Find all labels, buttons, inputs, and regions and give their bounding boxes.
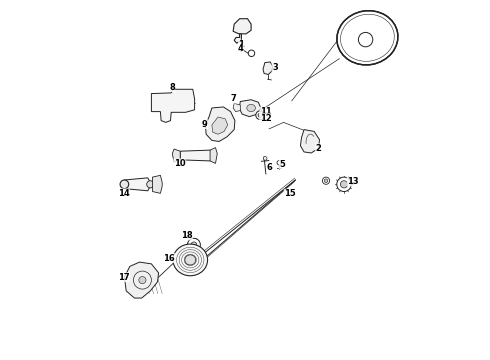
Polygon shape <box>124 178 150 191</box>
Circle shape <box>277 161 281 165</box>
Circle shape <box>358 32 373 47</box>
Circle shape <box>337 177 351 192</box>
Polygon shape <box>152 175 162 193</box>
Text: 8: 8 <box>169 83 175 91</box>
Text: 2: 2 <box>316 144 321 153</box>
Ellipse shape <box>120 180 129 189</box>
Circle shape <box>187 238 200 251</box>
Circle shape <box>248 50 255 57</box>
Circle shape <box>258 113 262 117</box>
Polygon shape <box>233 19 251 34</box>
Text: 7: 7 <box>230 94 236 103</box>
Polygon shape <box>233 103 240 112</box>
Circle shape <box>139 276 146 284</box>
Circle shape <box>256 111 265 120</box>
Polygon shape <box>212 117 228 134</box>
Text: 4: 4 <box>238 44 244 53</box>
Circle shape <box>191 242 197 248</box>
Ellipse shape <box>173 244 208 276</box>
Circle shape <box>263 157 267 160</box>
Text: 18: 18 <box>181 231 193 240</box>
Ellipse shape <box>247 104 255 112</box>
Polygon shape <box>180 150 213 161</box>
Polygon shape <box>124 262 159 298</box>
Text: 16: 16 <box>164 253 175 263</box>
Text: 12: 12 <box>260 113 271 122</box>
Polygon shape <box>234 34 242 43</box>
Polygon shape <box>239 100 261 117</box>
Circle shape <box>341 181 347 188</box>
Text: 14: 14 <box>118 189 129 198</box>
Text: 1: 1 <box>239 40 245 49</box>
Circle shape <box>322 177 330 184</box>
Text: 13: 13 <box>347 177 359 186</box>
Polygon shape <box>172 149 180 162</box>
Text: 11: 11 <box>260 107 271 116</box>
Ellipse shape <box>185 255 196 265</box>
Polygon shape <box>263 62 273 75</box>
Text: 3: 3 <box>272 63 278 72</box>
Circle shape <box>147 181 154 188</box>
Polygon shape <box>210 148 217 163</box>
Circle shape <box>324 179 328 183</box>
Polygon shape <box>300 130 319 153</box>
Text: 10: 10 <box>173 159 185 168</box>
Text: 9: 9 <box>202 120 208 129</box>
Text: 5: 5 <box>279 160 285 169</box>
Text: 15: 15 <box>284 189 296 198</box>
Polygon shape <box>205 107 235 141</box>
Text: 17: 17 <box>118 273 129 282</box>
Polygon shape <box>151 89 195 122</box>
Text: 6: 6 <box>267 163 272 172</box>
Ellipse shape <box>337 11 398 65</box>
